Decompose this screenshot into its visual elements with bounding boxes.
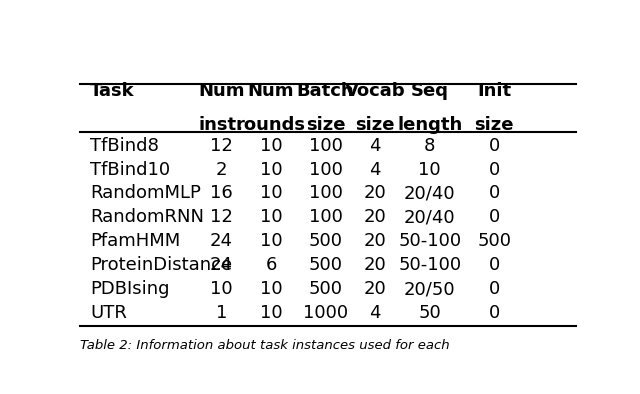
Text: TfBind10: TfBind10: [90, 161, 170, 178]
Text: size: size: [306, 116, 345, 134]
Text: 10: 10: [260, 208, 282, 227]
Text: 20: 20: [364, 232, 387, 250]
Text: 500: 500: [308, 232, 342, 250]
Text: 12: 12: [210, 137, 233, 155]
Text: PDBIsing: PDBIsing: [90, 280, 170, 298]
Text: rounds: rounds: [236, 116, 306, 134]
Text: 20/40: 20/40: [404, 184, 456, 203]
Text: size: size: [355, 116, 395, 134]
Text: 20: 20: [364, 280, 387, 298]
Text: 10: 10: [419, 161, 441, 178]
Text: Vocab: Vocab: [345, 82, 405, 100]
Text: 50-100: 50-100: [398, 256, 461, 274]
Text: 6: 6: [265, 256, 276, 274]
Text: RandomRNN: RandomRNN: [90, 208, 204, 227]
Text: 2: 2: [216, 161, 227, 178]
Text: Task: Task: [90, 82, 134, 100]
Text: 0: 0: [488, 184, 500, 203]
Text: 12: 12: [210, 208, 233, 227]
Text: 100: 100: [308, 161, 342, 178]
Text: TfBind8: TfBind8: [90, 137, 159, 155]
Text: 1: 1: [216, 304, 227, 322]
Text: 10: 10: [260, 161, 282, 178]
Text: 10: 10: [260, 184, 282, 203]
Text: 0: 0: [488, 137, 500, 155]
Text: 8: 8: [424, 137, 435, 155]
Text: 500: 500: [308, 256, 342, 274]
Text: 4: 4: [369, 304, 381, 322]
Text: Num: Num: [198, 82, 244, 100]
Text: 0: 0: [488, 208, 500, 227]
Text: 24: 24: [210, 232, 233, 250]
Text: 1000: 1000: [303, 304, 348, 322]
Text: Batch: Batch: [297, 82, 355, 100]
Text: 100: 100: [308, 208, 342, 227]
Text: 20: 20: [364, 256, 387, 274]
Text: size: size: [474, 116, 514, 134]
Text: 4: 4: [369, 161, 381, 178]
Text: 24: 24: [210, 256, 233, 274]
Text: 0: 0: [488, 256, 500, 274]
Text: 500: 500: [308, 280, 342, 298]
Text: 100: 100: [308, 137, 342, 155]
Text: 0: 0: [488, 280, 500, 298]
Text: 10: 10: [260, 232, 282, 250]
Text: 500: 500: [477, 232, 511, 250]
Text: 100: 100: [308, 184, 342, 203]
Text: UTR: UTR: [90, 304, 127, 322]
Text: 16: 16: [210, 184, 233, 203]
Text: 20: 20: [364, 184, 387, 203]
Text: 0: 0: [488, 304, 500, 322]
Text: 20/40: 20/40: [404, 208, 456, 227]
Text: inst.: inst.: [199, 116, 244, 134]
Text: Table 2: Information about task instances used for each: Table 2: Information about task instance…: [80, 338, 450, 351]
Text: RandomMLP: RandomMLP: [90, 184, 201, 203]
Text: 20/50: 20/50: [404, 280, 456, 298]
Text: 50: 50: [419, 304, 441, 322]
Text: 4: 4: [369, 137, 381, 155]
Text: 10: 10: [210, 280, 233, 298]
Text: PfamHMM: PfamHMM: [90, 232, 180, 250]
Text: Seq: Seq: [411, 82, 449, 100]
Text: 50-100: 50-100: [398, 232, 461, 250]
Text: 10: 10: [260, 137, 282, 155]
Text: Init: Init: [477, 82, 511, 100]
Text: 20: 20: [364, 208, 387, 227]
Text: 10: 10: [260, 280, 282, 298]
Text: 0: 0: [488, 161, 500, 178]
Text: Num: Num: [248, 82, 294, 100]
Text: length: length: [397, 116, 462, 134]
Text: ProteinDistance: ProteinDistance: [90, 256, 232, 274]
Text: 10: 10: [260, 304, 282, 322]
